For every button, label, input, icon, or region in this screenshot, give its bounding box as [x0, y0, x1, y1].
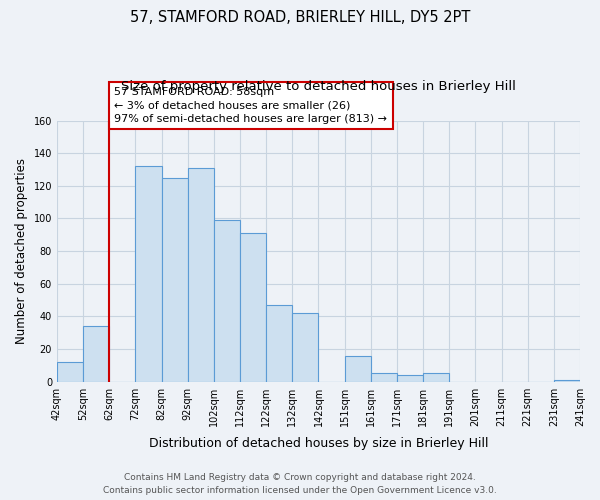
Bar	[292, 313, 319, 382]
X-axis label: Distribution of detached houses by size in Brierley Hill: Distribution of detached houses by size …	[149, 437, 488, 450]
Bar	[344, 356, 371, 382]
Bar	[136, 166, 161, 382]
Bar	[371, 374, 397, 382]
Bar	[397, 375, 423, 382]
Text: 57 STAMFORD ROAD: 58sqm
← 3% of detached houses are smaller (26)
97% of semi-det: 57 STAMFORD ROAD: 58sqm ← 3% of detached…	[115, 88, 388, 124]
Bar	[83, 326, 109, 382]
Bar	[57, 362, 83, 382]
Bar	[266, 305, 292, 382]
Bar	[423, 374, 449, 382]
Text: Contains HM Land Registry data © Crown copyright and database right 2024.
Contai: Contains HM Land Registry data © Crown c…	[103, 474, 497, 495]
Bar	[240, 233, 266, 382]
Bar	[188, 168, 214, 382]
Title: Size of property relative to detached houses in Brierley Hill: Size of property relative to detached ho…	[121, 80, 516, 93]
Y-axis label: Number of detached properties: Number of detached properties	[15, 158, 28, 344]
Text: 57, STAMFORD ROAD, BRIERLEY HILL, DY5 2PT: 57, STAMFORD ROAD, BRIERLEY HILL, DY5 2P…	[130, 10, 470, 25]
Bar	[554, 380, 580, 382]
Bar	[214, 220, 240, 382]
Bar	[161, 178, 188, 382]
